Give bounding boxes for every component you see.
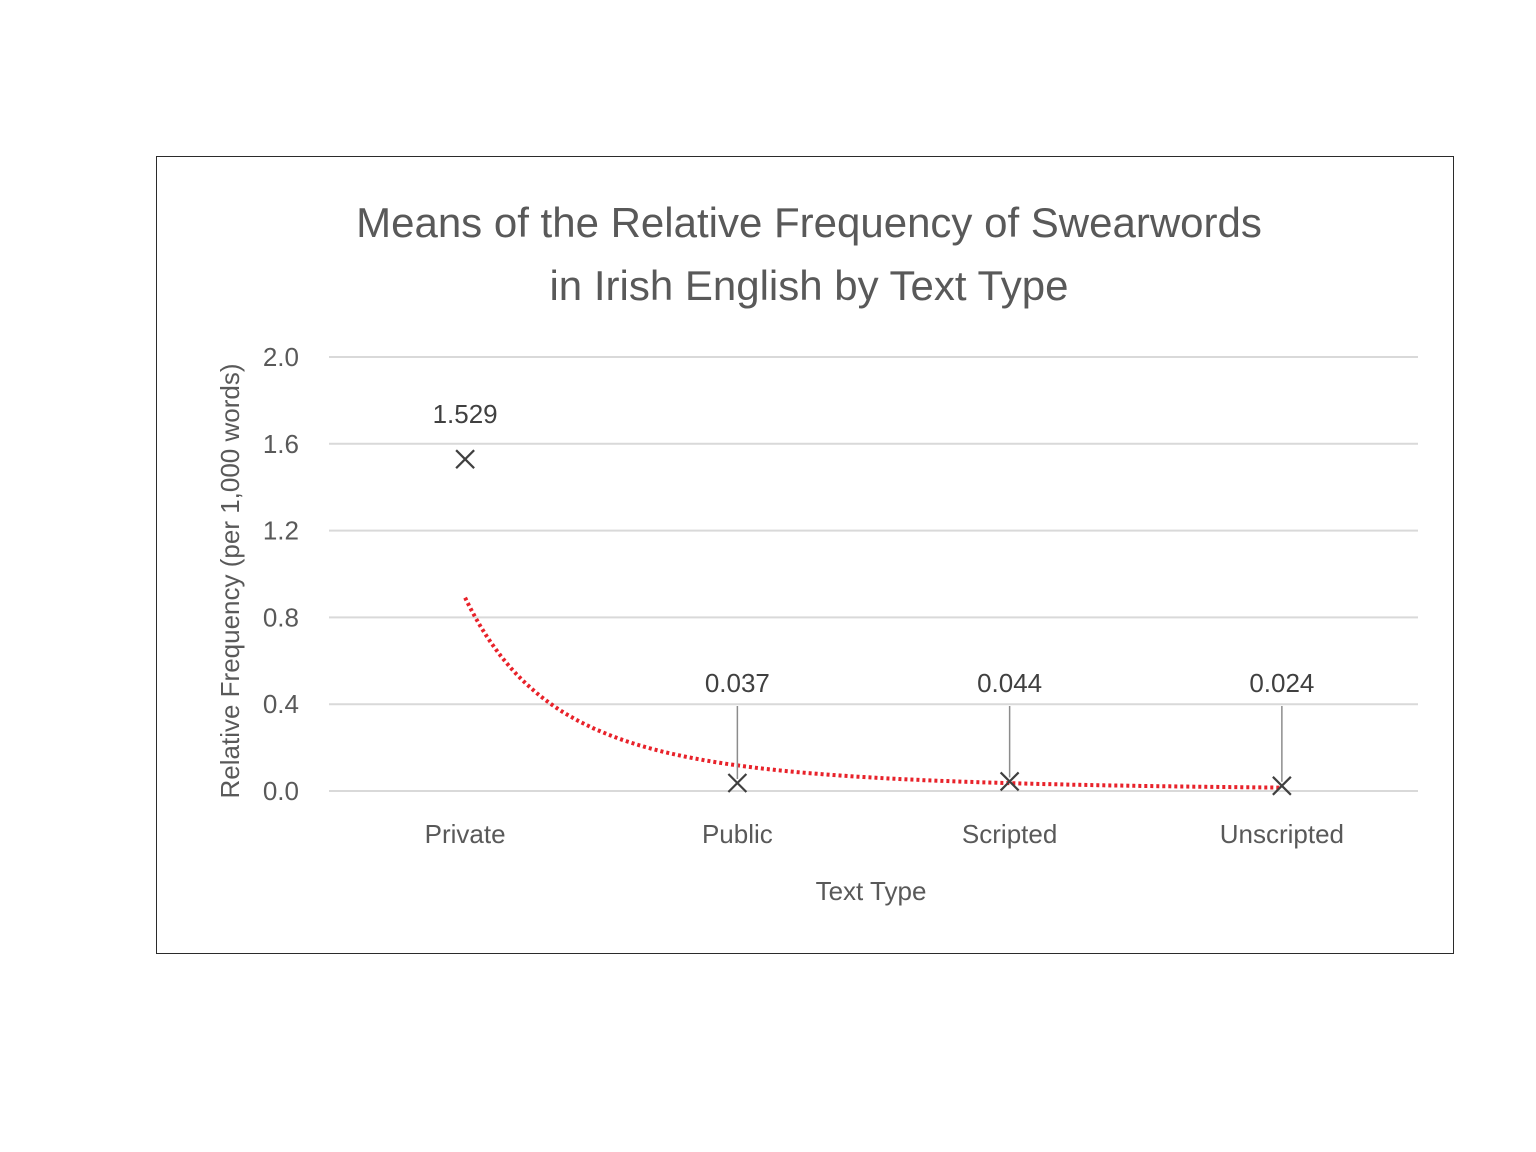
x-tick-label: Public [702,819,773,849]
data-point [727,773,748,793]
chart-title-line-1: Means of the Relative Frequency of Swear… [356,199,1262,246]
labels-layer: 0.0 0.4 0.8 1.2 1.6 2.0 Private Public Scripted U… [263,342,1344,849]
y-tick-label: 0.4 [263,689,299,719]
data-label: 0.037 [705,668,770,698]
chart-canvas: 0.0 0.4 0.8 1.2 1.6 2.0 Private Public Scripted U… [215,199,1418,906]
y-tick-label: 0.8 [263,602,299,632]
data-label: 0.044 [977,668,1042,698]
trendline-layer [463,596,1282,790]
data-label: 1.529 [433,399,498,429]
trendline [463,596,1282,790]
x-tick-label: Scripted [962,819,1057,849]
x-axis-title: Text Type [816,876,927,906]
data-point [1272,776,1292,796]
y-tick-label: 0.0 [263,776,299,806]
y-tick-label: 2.0 [263,342,299,372]
chart-title-line-2: in Irish English by Text Type [549,262,1068,309]
chart-frame: 0.0 0.4 0.8 1.2 1.6 2.0 Private Public Scripted U… [156,156,1454,954]
x-tick-label: Unscripted [1220,819,1344,849]
x-tick-label: Private [425,819,506,849]
y-tick-label: 1.6 [263,429,299,459]
gridlines [329,356,1418,792]
y-tick-label: 1.2 [263,516,299,546]
markers-layer [455,449,1292,796]
y-axis-title: Relative Frequency (per 1,000 words) [215,364,245,799]
data-label: 0.024 [1249,668,1314,698]
data-point [455,449,475,469]
data-point [999,771,1020,792]
